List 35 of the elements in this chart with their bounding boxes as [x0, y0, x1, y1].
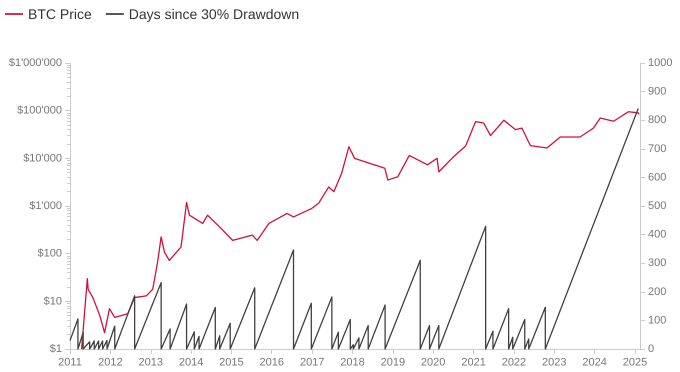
y2-tick-label: 900: [648, 86, 666, 98]
y2-tick-label: 700: [648, 142, 666, 155]
x-tick-label: 2022: [502, 356, 526, 368]
y-tick-label: $1'000: [29, 200, 62, 212]
y-tick-label: $10'000: [23, 152, 62, 164]
y2-tick-label: 100: [648, 314, 666, 326]
y2-tick-label: 1000: [648, 57, 672, 69]
y-tick-label: $1'000'000: [8, 57, 62, 69]
y2-tick-label: 600: [648, 171, 666, 184]
y2-tick-label: 800: [648, 114, 666, 126]
x-tick-label: 2013: [138, 356, 164, 368]
x-tick-label: 2012: [98, 356, 123, 368]
y2-tick-label: 200: [648, 286, 666, 298]
x-tick-label: 2011: [58, 356, 82, 368]
x-tick-label: 2017: [300, 356, 324, 368]
y2-tick-label: 0: [648, 343, 654, 355]
y-tick-label: $10: [44, 295, 62, 308]
x-tick-label: 2014: [178, 356, 204, 368]
x-tick-label: 2019: [380, 356, 406, 368]
x-tick-label: 2020: [420, 356, 446, 368]
x-tick-label: 2018: [340, 356, 365, 368]
y-tick-label: $100: [38, 248, 62, 260]
y2-tick-label: 300: [648, 257, 666, 270]
legend-label: BTC Price: [28, 6, 92, 22]
x-tick-label: 2016: [260, 356, 284, 368]
x-tick-label: 2023: [542, 356, 567, 368]
x-tick-label: 2021: [461, 356, 486, 368]
x-tick-label: 2015: [219, 356, 244, 368]
x-tick-label: 2025: [622, 356, 648, 368]
y2-tick-label: 500: [648, 200, 666, 212]
legend-label: Days since 30% Drawdown: [128, 6, 300, 22]
y-tick-label: $1: [50, 343, 62, 355]
y2-tick-label: 400: [648, 228, 666, 241]
x-tick-label: 2024: [582, 356, 607, 368]
y-tick-label: $100'000: [17, 104, 62, 117]
